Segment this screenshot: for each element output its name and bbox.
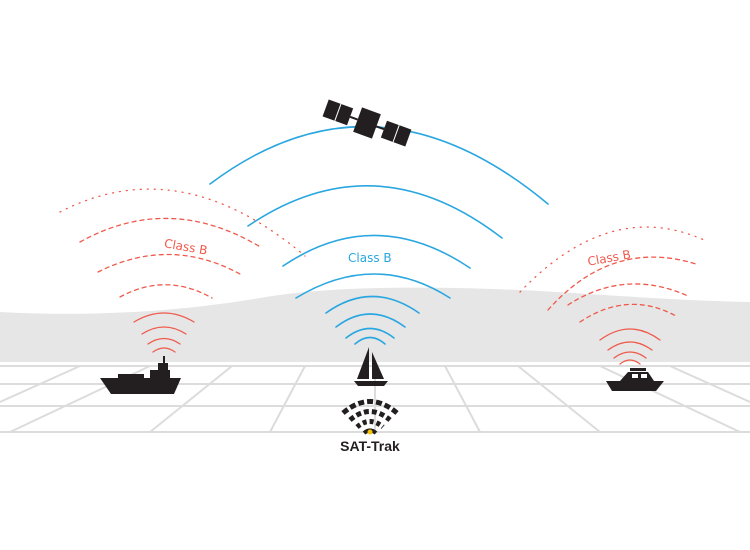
right-ais-arcs [519,226,705,365]
satellite-arc-2 [247,185,503,239]
sailboat-icon [354,347,388,386]
satellite-icon [322,99,412,147]
satellite-arc-7 [345,327,395,339]
satellite-arc-6 [335,313,406,328]
cargo-ship-icon [100,356,181,394]
satellite-arc-outer [209,125,549,205]
sat-trak-logo [341,399,399,435]
brand-name: SAT-Trak [340,438,400,454]
logo-dot [367,429,373,435]
motorboat-icon [606,368,664,391]
left-ais-arcs [59,188,306,353]
sea-horizon-band [0,287,750,362]
satellite-arc-3 [282,234,471,269]
satellite-arc-5 [325,295,420,314]
center-class-label: Class B [348,251,392,265]
satellite-arc-4 [295,273,451,299]
satellite-arc-inner [354,336,386,345]
